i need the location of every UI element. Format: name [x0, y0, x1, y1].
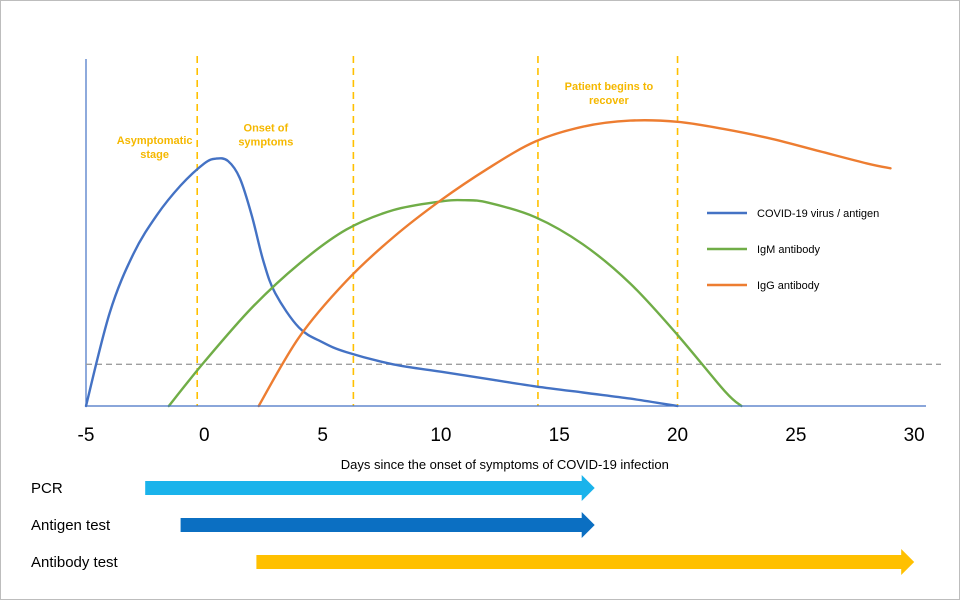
phase-annotation-line: Onset of — [244, 123, 289, 135]
pcr-arrow — [145, 475, 595, 501]
phase-annotation: Asymptomatic stage — [117, 135, 193, 161]
x-tick-label: -5 — [78, 425, 95, 446]
antigen-test-label: Antigen test — [31, 517, 111, 534]
phase-annotation-line: symptoms — [238, 137, 293, 149]
antibody-test-arrow — [256, 549, 915, 575]
x-tick-label: 5 — [317, 425, 328, 446]
igg-curve — [257, 119, 892, 408]
phase-annotation-line: recover — [589, 95, 629, 107]
phase-annotation-line: Asymptomatic — [117, 135, 193, 147]
igm-curve — [167, 198, 743, 408]
x-tick-label: 10 — [430, 425, 451, 446]
x-tick-label: 20 — [667, 425, 688, 446]
pcr-label: PCR — [31, 480, 63, 497]
x-tick-label: 0 — [199, 425, 210, 446]
x-tick-label: 25 — [785, 425, 806, 446]
legend-antigen-label: COVID-19 virus / antigen — [757, 208, 879, 220]
x-tick-label: 30 — [904, 425, 925, 446]
phase-annotation-line: Patient begins to — [565, 81, 654, 93]
legend-igm-label: IgM antibody — [757, 244, 820, 256]
x-tick-label: 15 — [549, 425, 570, 446]
phase-annotation-line: stage — [140, 149, 169, 161]
antigen-curve — [84, 157, 679, 408]
phase-annotation: Patient begins to recover — [565, 81, 654, 107]
antigen-test-arrow — [180, 512, 595, 538]
legend-igg-label: IgG antibody — [757, 280, 820, 292]
phase-annotation: Onset of symptoms — [238, 123, 293, 149]
x-axis-label: Days since the onset of symptoms of COVI… — [341, 457, 669, 472]
antibody-test-label: Antibody test — [31, 554, 119, 571]
